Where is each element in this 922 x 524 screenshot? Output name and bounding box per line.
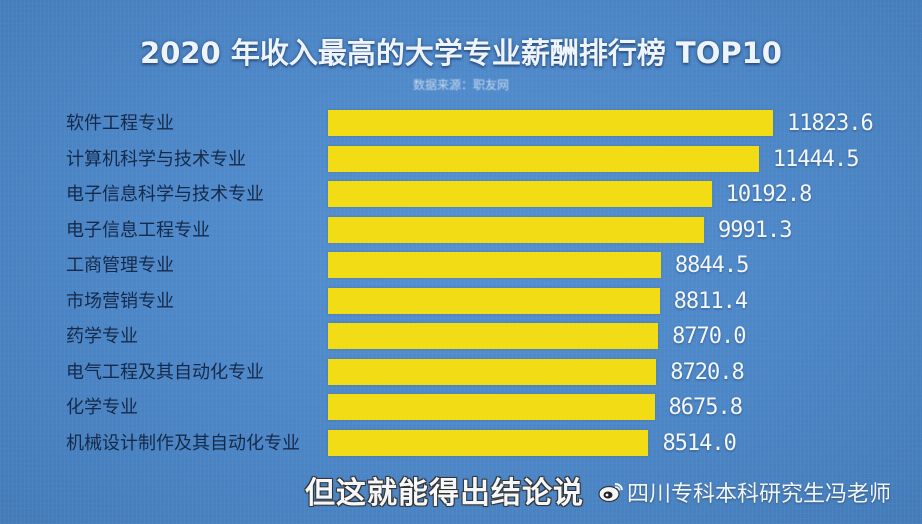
- chart-row: 软件工程专业 11823.6: [0, 110, 922, 137]
- value-label: 8514.0: [662, 430, 736, 456]
- video-subtitle-caption: 但这就能得出结论说: [305, 476, 584, 511]
- value-label: 8811.4: [673, 288, 748, 314]
- category-label: 电子信息工程专业: [66, 219, 210, 241]
- value-label: 8844.5: [674, 253, 749, 278]
- chart-title: 2020 年收入最高的大学专业薪酬排行榜 TOP10: [140, 36, 782, 70]
- category-label: 软件工程专业: [66, 113, 174, 134]
- category-label: 计算机科学与技术专业: [66, 148, 246, 170]
- category-label: 电子信息科学与技术专业: [66, 184, 264, 205]
- category-label: 化学专业: [66, 397, 138, 418]
- chart-row: 机械设计制作及其自动化专业 8514.0: [0, 429, 922, 457]
- chart-row: 计算机科学与技术专业 11444.5: [0, 145, 922, 173]
- category-label: 药学专业: [66, 326, 138, 347]
- watermark-text: 四川专科本科研究生冯老师: [627, 482, 892, 507]
- bar: [328, 287, 660, 314]
- bar: [328, 429, 649, 456]
- chart-row: 电子信息工程专业 9991.3: [0, 216, 922, 244]
- bar: [328, 252, 661, 278]
- bar: [328, 394, 655, 420]
- weibo-icon: [598, 481, 624, 503]
- bar: [328, 358, 657, 385]
- category-label: 电气工程及其自动化专业: [66, 361, 264, 383]
- value-label: 8675.8: [668, 395, 743, 420]
- value-label: 8720.8: [670, 359, 744, 385]
- chart-row: 药学专业 8770.0: [0, 323, 922, 350]
- bar: [328, 181, 712, 207]
- category-label: 市场营销专业: [66, 290, 174, 312]
- value-label: 10192.8: [725, 182, 813, 207]
- value-label: 8770.0: [672, 324, 746, 349]
- bar: [328, 323, 659, 349]
- value-label: 9991.3: [718, 217, 792, 243]
- bar: [328, 216, 705, 243]
- bar: [328, 145, 759, 172]
- value-label: 11823.6: [787, 111, 874, 136]
- bar: [328, 110, 773, 136]
- chart-row: 电气工程及其自动化专业 8720.8: [0, 358, 922, 386]
- category-label: 机械设计制作及其自动化专业: [66, 432, 300, 454]
- chart-source: 数据来源：职友网: [412, 78, 509, 92]
- chart-row: 市场营销专业 8811.4: [0, 287, 922, 315]
- category-label: 工商管理专业: [66, 255, 174, 276]
- chart-row: 电子信息科学与技术专业 10192.8: [0, 181, 922, 208]
- chart-row: 工商管理专业 8844.5: [0, 252, 922, 279]
- watermark: 四川专科本科研究生冯老师: [598, 477, 891, 507]
- value-label: 11444.5: [772, 146, 860, 172]
- chart-row: 化学专业 8675.8: [0, 394, 922, 421]
